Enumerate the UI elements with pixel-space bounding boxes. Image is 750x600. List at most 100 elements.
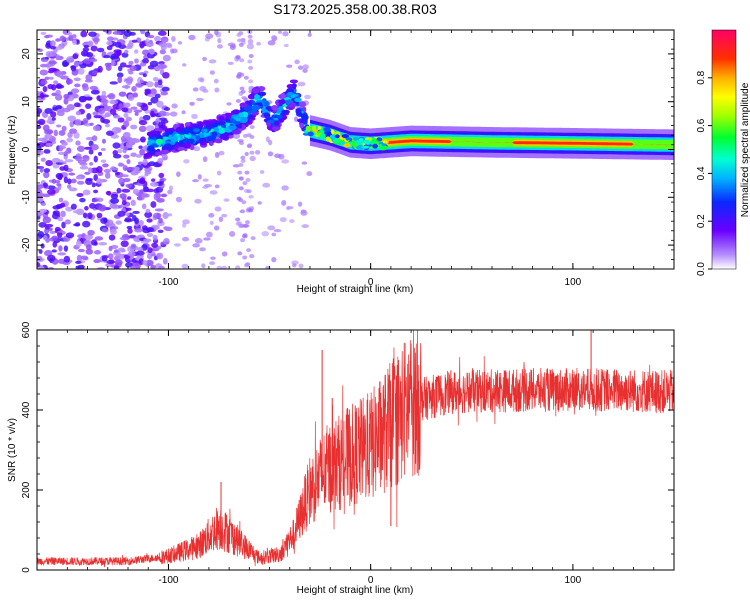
noise-blob bbox=[138, 125, 147, 133]
noise-blob bbox=[71, 34, 77, 39]
noise-blob bbox=[130, 199, 136, 206]
noise-blob bbox=[113, 265, 120, 269]
noise-blob bbox=[125, 207, 132, 211]
band-blob bbox=[280, 92, 286, 99]
noise-blob bbox=[124, 167, 133, 171]
noise-blob bbox=[249, 125, 255, 130]
noise-blob bbox=[40, 79, 48, 85]
noise-blob bbox=[160, 91, 168, 96]
noise-blob bbox=[76, 145, 85, 152]
carrier-blob bbox=[307, 131, 314, 137]
band-blob bbox=[254, 93, 260, 101]
noise-blob bbox=[216, 265, 223, 269]
band-blob bbox=[164, 131, 173, 136]
noise-blob bbox=[157, 30, 167, 36]
noise-blob bbox=[162, 71, 170, 79]
noise-blob bbox=[49, 230, 56, 234]
band-blob bbox=[291, 83, 297, 90]
carrier-blob bbox=[325, 136, 331, 142]
noise-blob bbox=[259, 170, 265, 174]
noise-blob bbox=[80, 255, 89, 260]
noise-blob bbox=[107, 253, 114, 260]
noise-blob bbox=[242, 181, 248, 186]
noise-blob bbox=[197, 174, 202, 180]
noise-blob bbox=[115, 171, 120, 176]
noise-blob bbox=[249, 155, 256, 162]
noise-blob bbox=[232, 164, 240, 168]
snr-series-line bbox=[37, 330, 674, 568]
noise-blob bbox=[39, 166, 44, 173]
noise-blob bbox=[289, 219, 295, 224]
carrier-blob bbox=[364, 139, 371, 145]
noise-blob bbox=[40, 157, 46, 162]
noise-blob bbox=[239, 86, 245, 91]
noise-blob bbox=[55, 54, 61, 61]
noise-blob bbox=[45, 142, 53, 147]
noise-blob bbox=[37, 142, 45, 148]
noise-blob bbox=[163, 226, 169, 230]
noise-blob bbox=[209, 261, 215, 266]
noise-blob bbox=[154, 35, 162, 42]
noise-blob bbox=[162, 54, 171, 62]
noise-blob bbox=[247, 38, 254, 45]
noise-blob bbox=[300, 209, 307, 214]
noise-blob bbox=[63, 150, 69, 156]
noise-blob bbox=[141, 203, 147, 210]
noise-blob bbox=[144, 211, 153, 218]
noise-blob bbox=[74, 155, 83, 162]
noise-blob bbox=[84, 146, 92, 150]
noise-blob bbox=[154, 208, 164, 212]
colorbar-gradient bbox=[711, 29, 737, 270]
noise-blob bbox=[127, 251, 136, 257]
noise-blob bbox=[213, 225, 220, 231]
band-blob bbox=[177, 146, 186, 151]
noise-blob bbox=[209, 190, 218, 195]
noise-blob bbox=[125, 183, 133, 188]
band-blob bbox=[170, 135, 178, 143]
noise-blob bbox=[281, 185, 289, 191]
noise-blob bbox=[88, 149, 94, 155]
noise-blob bbox=[302, 68, 308, 73]
noise-blob bbox=[208, 59, 217, 64]
noise-blob bbox=[51, 178, 57, 184]
noise-blob bbox=[63, 164, 69, 172]
spec-ytick-label: -20 bbox=[21, 237, 32, 252]
noise-blob bbox=[208, 213, 215, 218]
noise-blob bbox=[51, 235, 58, 241]
noise-blob bbox=[248, 79, 254, 84]
carrier-blob bbox=[343, 143, 351, 148]
noise-blob bbox=[235, 55, 241, 60]
noise-blob bbox=[85, 244, 92, 251]
noise-blob bbox=[226, 102, 232, 106]
noise-blob bbox=[256, 41, 262, 46]
noise-blob bbox=[79, 197, 86, 203]
snr-ylabel: SNR (10 * v/v) bbox=[7, 418, 18, 482]
noise-blob bbox=[267, 151, 274, 157]
noise-blob bbox=[121, 85, 131, 89]
noise-blob bbox=[191, 113, 198, 119]
noise-blob bbox=[82, 117, 89, 124]
noise-blob bbox=[171, 103, 178, 109]
band-blob bbox=[148, 132, 154, 138]
noise-blob bbox=[183, 159, 190, 164]
noise-blob bbox=[127, 228, 133, 234]
noise-blob bbox=[128, 60, 134, 66]
noise-blob bbox=[37, 230, 45, 238]
snr-ytick-label: 600 bbox=[21, 321, 32, 338]
noise-blob bbox=[44, 35, 50, 39]
noise-blob bbox=[37, 118, 46, 126]
spectrogram-xlabel: Height of straight line (km) bbox=[297, 284, 414, 295]
noise-blob bbox=[268, 139, 273, 146]
noise-blob bbox=[194, 238, 203, 244]
noise-blob bbox=[37, 192, 44, 197]
noise-blob bbox=[65, 78, 73, 85]
noise-blob bbox=[240, 158, 246, 163]
noise-blob bbox=[91, 182, 96, 188]
band-blob bbox=[219, 115, 225, 122]
band-blob bbox=[238, 112, 244, 118]
noise-blob bbox=[249, 254, 255, 259]
carrier-blob bbox=[341, 133, 350, 139]
noise-blob bbox=[236, 74, 242, 79]
band-blob bbox=[237, 124, 243, 129]
noise-blob bbox=[102, 163, 109, 168]
